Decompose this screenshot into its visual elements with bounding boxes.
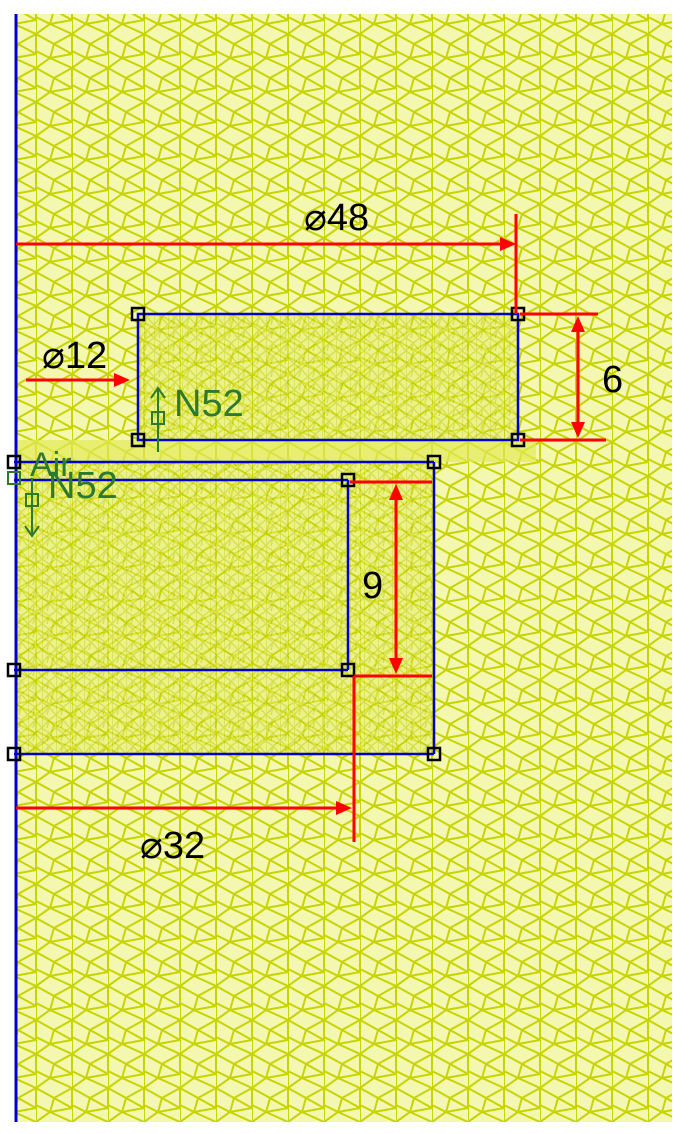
dim-outer-diameter-label: ⌀48 <box>304 197 369 239</box>
mesh-upper-magnet <box>138 314 518 440</box>
lower-magnet-material-label: N52 <box>48 465 118 507</box>
upper-magnet-boundary[interactable] <box>136 312 520 442</box>
arrow-up-icon <box>150 386 166 452</box>
dim-upper-height-arrow-top <box>571 316 585 332</box>
node-square-icon[interactable] <box>7 471 21 485</box>
dim-upper-height-arrow-bottom <box>571 422 585 438</box>
dim-inner-lower-arrowhead <box>336 801 352 815</box>
mesh-lower-magnet <box>16 462 434 754</box>
dim-lower-height-arrow-bottom <box>389 658 403 674</box>
upper-magnet-material-label: N52 <box>174 383 244 425</box>
gap-material-label: Air <box>30 446 72 484</box>
dim-inner-upper-label: ⌀12 <box>42 335 107 377</box>
mesh-gap <box>16 440 536 462</box>
dim-upper-height-label: 6 <box>602 359 623 401</box>
dim-lower-height-label: 9 <box>362 565 383 607</box>
dim-inner-lower-label: ⌀32 <box>140 825 205 867</box>
dim-lower-height-arrow-top <box>389 484 403 500</box>
dim-outer-diameter-arrowhead <box>500 237 516 251</box>
dim-inner-upper-arrowhead <box>114 373 130 387</box>
arrow-down-icon <box>24 478 40 538</box>
